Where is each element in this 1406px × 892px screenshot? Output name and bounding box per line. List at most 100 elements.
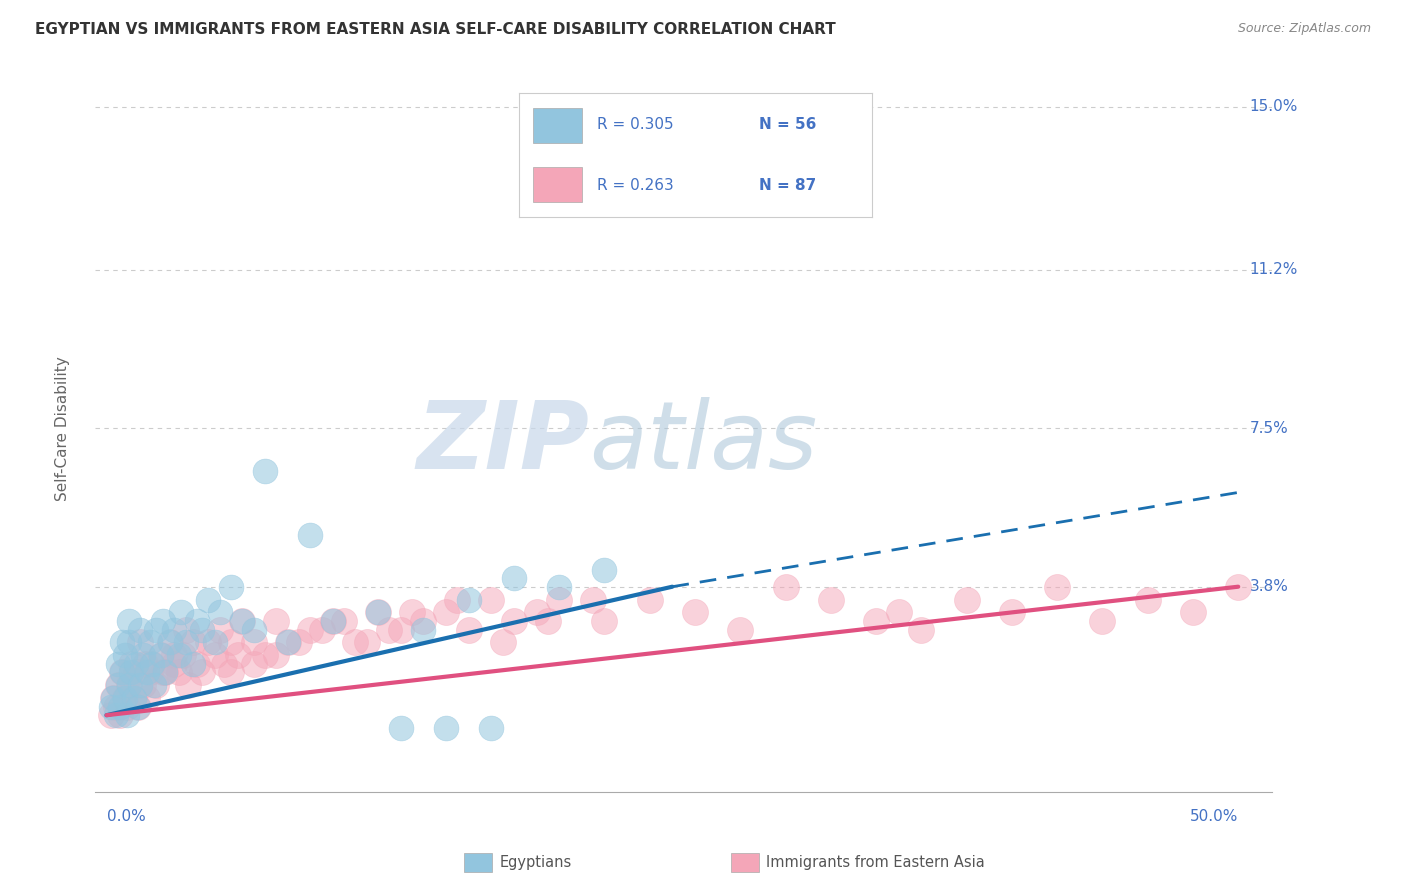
Point: [136, 665, 159, 680]
Point: [204, 648, 226, 663]
Point: [491, 635, 513, 649]
Point: [103, 691, 125, 706]
Point: [401, 606, 423, 620]
Text: 11.2%: 11.2%: [1250, 262, 1298, 277]
Point: [172, 648, 194, 663]
Point: [242, 635, 264, 649]
Point: [242, 657, 264, 671]
Point: [155, 665, 177, 680]
Point: [127, 699, 149, 714]
Text: 7.5%: 7.5%: [1250, 421, 1288, 435]
Point: [865, 614, 887, 628]
Text: 50.0%: 50.0%: [1189, 809, 1239, 824]
Point: [118, 635, 141, 649]
Point: [378, 623, 401, 637]
Point: [333, 614, 356, 628]
Point: [367, 606, 389, 620]
Point: [412, 614, 434, 628]
Point: [537, 614, 560, 628]
Point: [208, 606, 231, 620]
Point: [190, 665, 212, 680]
Point: [167, 648, 190, 663]
Point: [152, 665, 174, 680]
Point: [219, 665, 242, 680]
Point: [177, 678, 200, 692]
Point: [548, 580, 571, 594]
Text: 15.0%: 15.0%: [1250, 99, 1298, 114]
Point: [149, 648, 172, 663]
Point: [775, 580, 797, 594]
Point: [1181, 606, 1204, 620]
Point: [1046, 580, 1069, 594]
Point: [125, 665, 148, 680]
Text: Self-Care Disability: Self-Care Disability: [55, 356, 70, 500]
Text: ZIP: ZIP: [416, 397, 589, 489]
Point: [1136, 592, 1159, 607]
Point: [167, 665, 190, 680]
Point: [163, 657, 186, 671]
Point: [170, 606, 193, 620]
Point: [159, 635, 181, 649]
Point: [219, 635, 242, 649]
Point: [127, 699, 149, 714]
Text: 3.8%: 3.8%: [1250, 579, 1288, 594]
Point: [107, 678, 129, 692]
Point: [104, 699, 127, 714]
Point: [120, 657, 142, 671]
Point: [115, 699, 138, 714]
Point: [159, 635, 181, 649]
Point: [163, 648, 186, 663]
Point: [111, 635, 134, 649]
Point: [174, 623, 197, 637]
Point: [100, 699, 122, 714]
Point: [344, 635, 367, 649]
Point: [593, 614, 616, 628]
Point: [208, 623, 231, 637]
Point: [145, 623, 167, 637]
Point: [100, 708, 122, 723]
Point: [322, 614, 344, 628]
Point: [129, 623, 152, 637]
Point: [322, 614, 344, 628]
Point: [111, 665, 134, 680]
Point: [910, 623, 932, 637]
Point: [186, 657, 208, 671]
Point: [138, 665, 160, 680]
Point: [197, 635, 219, 649]
Point: [582, 592, 605, 607]
Point: [288, 635, 311, 649]
Point: [114, 691, 136, 706]
Point: [108, 699, 131, 714]
Point: [122, 691, 145, 706]
Point: [389, 721, 412, 735]
Point: [118, 614, 141, 628]
Point: [446, 592, 468, 607]
Point: [122, 691, 145, 706]
Point: [356, 635, 378, 649]
Point: [114, 648, 136, 663]
Text: 0.0%: 0.0%: [107, 809, 145, 824]
Point: [887, 606, 910, 620]
Point: [103, 691, 125, 706]
Text: Immigrants from Eastern Asia: Immigrants from Eastern Asia: [766, 855, 986, 870]
Point: [141, 657, 163, 671]
Point: [457, 623, 479, 637]
Point: [181, 635, 204, 649]
Point: [149, 648, 172, 663]
Text: atlas: atlas: [589, 397, 818, 488]
Point: [264, 614, 287, 628]
Point: [548, 592, 571, 607]
Text: Source: ZipAtlas.com: Source: ZipAtlas.com: [1237, 22, 1371, 36]
Point: [1091, 614, 1114, 628]
Point: [264, 648, 287, 663]
Point: [134, 657, 156, 671]
Text: EGYPTIAN VS IMMIGRANTS FROM EASTERN ASIA SELF-CARE DISABILITY CORRELATION CHART: EGYPTIAN VS IMMIGRANTS FROM EASTERN ASIA…: [35, 22, 837, 37]
Point: [299, 623, 322, 637]
Point: [104, 708, 127, 723]
Point: [367, 606, 389, 620]
Point: [145, 678, 167, 692]
Point: [277, 635, 299, 649]
Point: [955, 592, 977, 607]
Point: [108, 708, 131, 723]
Point: [479, 592, 502, 607]
